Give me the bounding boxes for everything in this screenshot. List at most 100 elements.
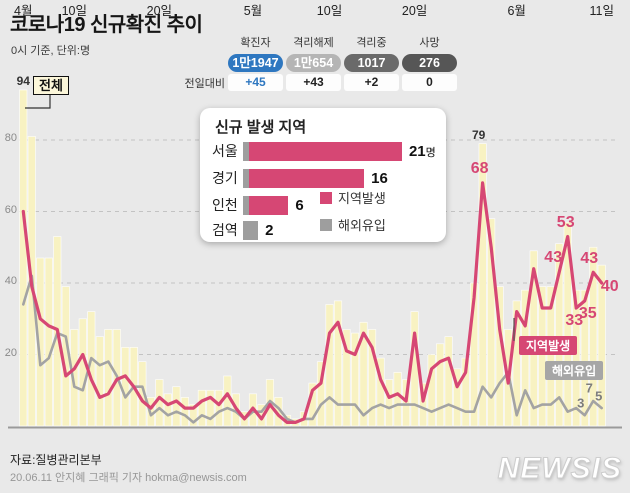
- stat-column: 사망 276 0: [402, 36, 457, 91]
- legend-label: 지역발생: [338, 191, 386, 206]
- total-bar: [180, 397, 189, 427]
- stat-header: 사망: [419, 37, 440, 49]
- value-label-local: 43: [544, 249, 563, 267]
- total-bar: [487, 218, 496, 427]
- total-bar: [521, 289, 530, 427]
- stat-delta-value: +2: [344, 74, 399, 91]
- inset-row-경기: 경기 16: [212, 168, 388, 188]
- stat-header: 격리중: [356, 37, 387, 49]
- local-line: [21, 181, 604, 424]
- total-bar: [95, 336, 104, 427]
- value-label-local: 33: [565, 312, 584, 330]
- stat-column: 확진자 1만1947 +45: [228, 36, 283, 91]
- inset-row-인천: 인천 6: [212, 195, 304, 215]
- local-series-badge: 지역발생: [519, 336, 578, 355]
- total-bar: [78, 318, 87, 427]
- total-bar: [589, 246, 598, 427]
- inset-row-value: 6: [295, 196, 304, 214]
- total-bar: [453, 368, 462, 427]
- total-bar: [214, 389, 223, 427]
- total-bar: [197, 389, 206, 427]
- inset-row-검역: 검역 2: [212, 220, 273, 240]
- total-bar: [172, 386, 181, 427]
- y-axis-tick: 40: [4, 275, 17, 287]
- stat-delta-value: +45: [228, 74, 283, 91]
- imported-segment: [243, 168, 249, 188]
- local-segment: [249, 195, 289, 215]
- total-bar: [393, 372, 402, 427]
- total-bar: [555, 243, 564, 427]
- total-bar: [385, 379, 394, 427]
- total-bar: [19, 89, 28, 427]
- legend-swatch: [320, 218, 332, 231]
- inset-row-서울: 서울 21명: [212, 141, 436, 161]
- stat-delta-value: 0: [402, 74, 457, 91]
- x-axis-tick: 20일: [401, 4, 428, 18]
- imported-segment: [243, 195, 249, 215]
- value-label-imported: 5: [595, 388, 603, 404]
- newsis-logo: NEWSIS: [497, 452, 622, 486]
- total-bar: [163, 393, 172, 427]
- delta-row-label: 전일대비: [184, 78, 225, 90]
- local-segment: [249, 168, 365, 188]
- x-axis-tick: 11일: [589, 4, 614, 18]
- value-label-local: 35: [578, 304, 597, 322]
- stats-table: 확진자 1만1947 +45 격리해제 1만654 +43 격리중 1017 +2 사망 276 0: [228, 36, 457, 91]
- total-bar: [419, 382, 428, 427]
- source-note: 자료:질병관리본부: [10, 453, 102, 467]
- total-bar: [512, 300, 521, 427]
- imported-segment: [243, 220, 259, 240]
- inset-row-bar: [243, 141, 402, 161]
- total-bar: [538, 286, 547, 427]
- x-axis-tick: 6월: [507, 4, 526, 18]
- value-label-local: 43: [580, 250, 599, 268]
- inset-legend-item: 해외유입: [320, 215, 386, 234]
- total-bar: [316, 361, 326, 427]
- inset-legend-item: 지역발생: [320, 188, 386, 207]
- total-bar: [410, 311, 419, 427]
- imported-line: [21, 274, 604, 424]
- value-label-imported: 3: [577, 395, 585, 411]
- credit-line: 20.06.11 안지혜 그래픽 기자 hokma@newsis.com: [10, 472, 247, 484]
- page-title: 코로나19 신규확진 추이: [10, 14, 203, 36]
- total-bar: [427, 354, 436, 427]
- inset-row-value: 2: [265, 221, 274, 239]
- total-bar: [104, 329, 113, 427]
- total-bar: [478, 143, 487, 427]
- total-bar: [44, 257, 53, 427]
- total-bar: [444, 336, 453, 427]
- inset-row-bar: [243, 195, 289, 215]
- stat-header: 격리해제: [293, 37, 334, 49]
- inset-row-bar: [243, 220, 259, 240]
- imported-segment: [243, 141, 249, 161]
- stat-delta-value: +43: [286, 74, 341, 91]
- x-axis-tick: 10일: [61, 4, 87, 18]
- total-bar: [597, 264, 606, 427]
- total-bar: [368, 329, 377, 427]
- local-segment: [249, 141, 402, 161]
- value-label-local: 40: [600, 278, 619, 295]
- inset-row-label: 서울: [212, 143, 238, 159]
- stat-value-badge: 276: [402, 54, 457, 72]
- total-bar: [546, 286, 555, 427]
- inset-unit: 명: [425, 146, 436, 159]
- total-bar: [359, 321, 368, 427]
- total-bar: [572, 289, 581, 427]
- chart-subtitle: 0시 기준, 단위:명: [11, 45, 91, 57]
- total-bar: [402, 379, 411, 427]
- stat-value-badge: 1만654: [286, 54, 341, 72]
- stat-column: 격리해제 1만654 +43: [286, 36, 341, 91]
- y-axis-tick: 20: [4, 346, 17, 359]
- x-axis-tick: 10일: [316, 4, 343, 18]
- total-bar: [333, 300, 343, 427]
- legend-swatch: [320, 191, 332, 204]
- total-bar: [36, 257, 45, 427]
- value-label-local: 68: [470, 159, 489, 177]
- region-inset-panel: 신규 발생 지역 서울 21명 경기 16 인천 6 검역 2 지역발생 해외유입: [200, 108, 446, 242]
- stat-column: 격리중 1017 +2: [344, 36, 399, 91]
- x-axis-tick: 20일: [146, 4, 173, 18]
- total-bar: [563, 221, 572, 427]
- inset-row-value: 16: [371, 169, 388, 187]
